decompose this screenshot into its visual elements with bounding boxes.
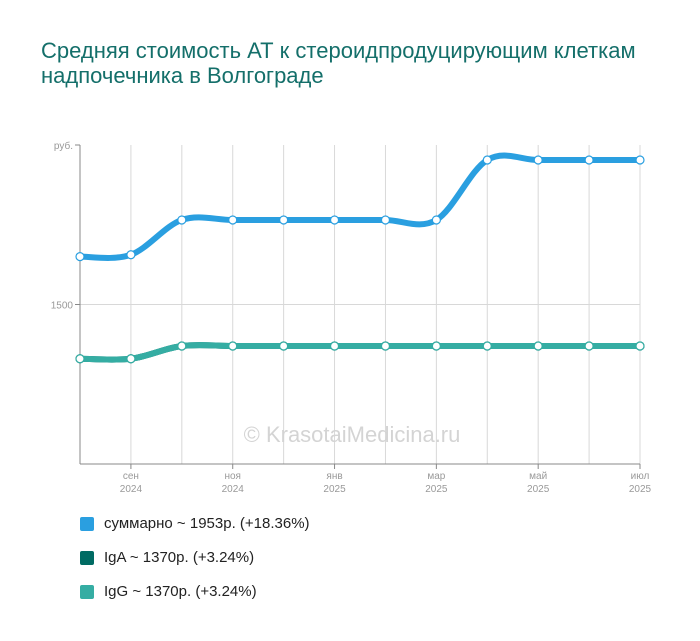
chart-title: Средняя стоимость АТ к стероидпродуцирую… [41,38,636,88]
x-tick-label-year: 2025 [629,484,652,495]
series-line-IgG [77,342,643,363]
data-point [228,341,238,351]
legend-label: IgG ~ 1370р. (+3.24%) [104,583,257,600]
x-tick-label-year: 2024 [120,484,143,495]
data-point [431,341,441,351]
legend-swatch [80,550,94,565]
data-point [279,341,289,351]
legend-label: суммарно ~ 1953р. (+18.36%) [104,515,310,532]
data-point [177,215,187,225]
data-point [75,354,85,364]
series-line-суммарно [77,152,643,261]
data-point [279,215,289,225]
data-point [584,155,594,165]
data-point [584,341,594,351]
x-tick-label-month: ноя [224,471,241,482]
data-point [126,354,136,364]
x-tick-label-month: май [529,471,547,482]
data-point [75,252,85,262]
legend-item-total[interactable]: суммарно ~ 1953р. (+18.36%) [80,515,310,532]
x-tick-label-month: сен [123,471,139,482]
legend-swatch [80,584,94,599]
x-tick-label-year: 2025 [425,484,448,495]
data-point [177,341,187,351]
y-tick-label: 1500 [51,301,74,312]
x-tick-label-month: мар [427,471,445,482]
data-point [482,155,492,165]
data-point [380,341,391,351]
data-point [329,215,340,225]
data-point [533,341,543,351]
y-axis-label: руб. [54,140,73,152]
legend-swatch [80,516,94,531]
x-tick-label-year: 2025 [323,484,346,495]
x-tick-label-year: 2024 [222,484,245,495]
legend-label: IgA ~ 1370р. (+3.24%) [104,549,255,566]
legend-item-iga[interactable]: IgA ~ 1370р. (+3.24%) [80,549,254,566]
watermark: © KrasotaiMedicina.ru [244,422,461,447]
data-point [533,155,543,165]
data-point [635,341,645,351]
data-point [329,341,340,351]
x-tick-label-month: янв [326,471,342,482]
data-point [228,215,238,225]
data-point [635,155,645,165]
x-tick-label-year: 2025 [527,484,550,495]
data-point [380,215,391,225]
data-point [126,250,136,260]
data-point [482,341,492,351]
x-tick-label-month: июл [631,471,650,482]
data-point [431,215,441,225]
legend-item-igg[interactable]: IgG ~ 1370р. (+3.24%) [80,583,257,600]
